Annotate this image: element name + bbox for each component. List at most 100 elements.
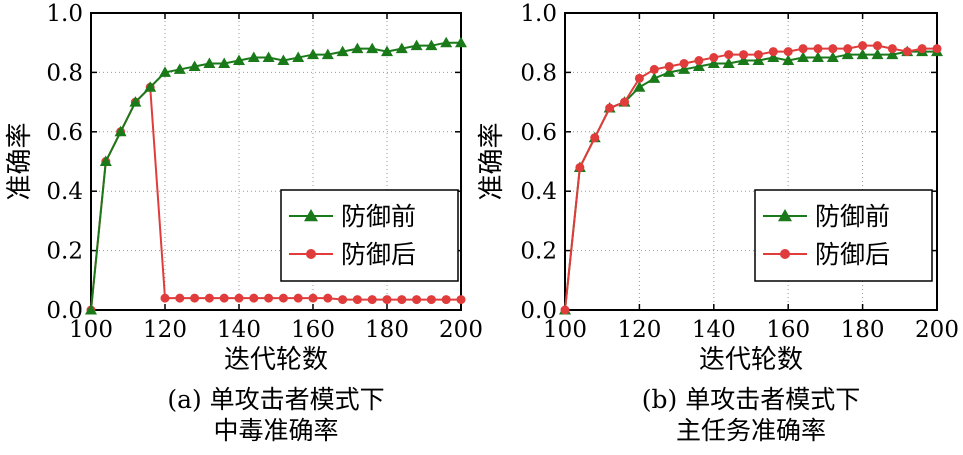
marker-triangle <box>782 54 795 66</box>
marker-triangle <box>737 54 750 66</box>
marker-triangle <box>129 96 142 107</box>
marker-triangle <box>114 125 127 137</box>
marker-triangle <box>366 42 379 54</box>
marker-circle <box>664 61 674 71</box>
marker-triangle <box>247 51 260 63</box>
marker-circle <box>338 295 348 305</box>
marker-triangle <box>707 57 720 68</box>
marker-circle <box>768 47 778 57</box>
y-axis-title: 准确率 <box>5 122 35 200</box>
x-axis-title: 迭代轮数 <box>224 345 328 375</box>
marker-triangle <box>233 54 245 66</box>
marker-triangle <box>722 57 735 68</box>
legend-marker-circle <box>780 249 790 259</box>
x-axis-title: 迭代轮数 <box>699 345 803 375</box>
marker-circle <box>739 50 749 60</box>
marker-triangle <box>663 66 676 77</box>
marker-circle <box>190 293 200 303</box>
marker-circle <box>278 293 288 303</box>
legend-box <box>754 189 933 282</box>
x-tick-label: 180 <box>365 317 409 343</box>
marker-circle <box>724 50 734 60</box>
series-after-defense <box>560 41 942 315</box>
y-tick-label: 0.0 <box>46 298 83 324</box>
marker-triangle <box>381 45 393 57</box>
y-tick-label: 0.0 <box>520 298 557 324</box>
marker-triangle <box>159 66 171 77</box>
marker-triangle <box>455 36 467 48</box>
caption-b: (b) 单攻击者模式下 主任务准确率 <box>565 384 937 446</box>
marker-triangle <box>410 39 423 51</box>
marker-circle <box>887 44 897 54</box>
marker-circle <box>902 47 912 57</box>
marker-circle <box>605 103 615 113</box>
series-before-defense <box>85 36 467 315</box>
x-tick-label: 120 <box>143 317 187 343</box>
marker-circle <box>397 295 407 305</box>
marker-circle <box>308 293 318 303</box>
x-tick-label: 200 <box>439 317 483 343</box>
marker-circle <box>293 293 303 303</box>
marker-triangle <box>203 57 216 68</box>
marker-triangle <box>692 60 705 71</box>
marker-triangle <box>841 48 854 60</box>
marker-circle <box>367 295 377 305</box>
x-tick-label: 160 <box>766 317 810 343</box>
caption-b-line1: (b) 单攻击者模式下 <box>641 385 861 414</box>
y-tick-label: 0.2 <box>520 239 557 265</box>
legend-label: 防御后 <box>815 240 890 269</box>
y-tick-label: 0.2 <box>46 239 83 265</box>
y-tick-label: 0.8 <box>520 60 557 86</box>
y-tick-label: 0.4 <box>46 179 83 205</box>
marker-triangle <box>144 81 157 92</box>
marker-circle <box>426 295 436 305</box>
marker-circle <box>649 64 659 74</box>
y-tick-label: 0.6 <box>46 120 83 146</box>
marker-circle <box>843 44 853 54</box>
marker-triangle <box>307 48 319 60</box>
x-tick-label: 120 <box>617 317 661 343</box>
marker-circle <box>932 44 942 54</box>
x-tick-label: 140 <box>217 317 261 343</box>
plot-frame <box>90 12 462 311</box>
marker-triangle <box>173 63 186 74</box>
marker-triangle <box>425 39 438 51</box>
marker-circle <box>264 293 274 303</box>
legend-label: 防御前 <box>815 202 890 231</box>
marker-circle <box>323 293 333 303</box>
marker-circle <box>412 295 422 305</box>
marker-triangle <box>811 51 824 63</box>
marker-triangle <box>826 51 839 63</box>
marker-triangle <box>752 54 765 66</box>
marker-circle <box>872 41 882 51</box>
x-tick-label: 140 <box>692 317 736 343</box>
marker-triangle <box>886 48 899 60</box>
marker-circle <box>798 44 808 54</box>
series-after-defense <box>86 82 466 315</box>
marker-triangle <box>262 51 275 63</box>
legend-label: 防御后 <box>341 240 416 269</box>
marker-circle <box>753 50 763 60</box>
y-tick-label: 0.8 <box>46 60 83 86</box>
x-tick-label: 100 <box>543 317 587 343</box>
marker-circle <box>590 133 600 143</box>
x-tick-label: 100 <box>69 317 113 343</box>
caption-a-line2: 中毒准确率 <box>213 416 339 445</box>
caption-a-line1: (a) 单攻击者模式下 <box>167 385 385 414</box>
marker-circle <box>620 97 630 107</box>
y-axis-title: 准确率 <box>477 122 507 200</box>
marker-triangle <box>767 51 780 63</box>
plot-frame <box>564 12 938 311</box>
marker-circle <box>352 295 362 305</box>
marker-triangle <box>797 51 810 63</box>
y-tick-label: 1.0 <box>520 1 557 27</box>
marker-circle <box>204 293 214 303</box>
marker-circle <box>709 53 719 63</box>
marker-circle <box>813 44 823 54</box>
marker-triangle <box>218 57 231 68</box>
marker-triangle <box>321 48 334 60</box>
marker-triangle <box>188 60 201 71</box>
marker-triangle <box>395 42 408 54</box>
